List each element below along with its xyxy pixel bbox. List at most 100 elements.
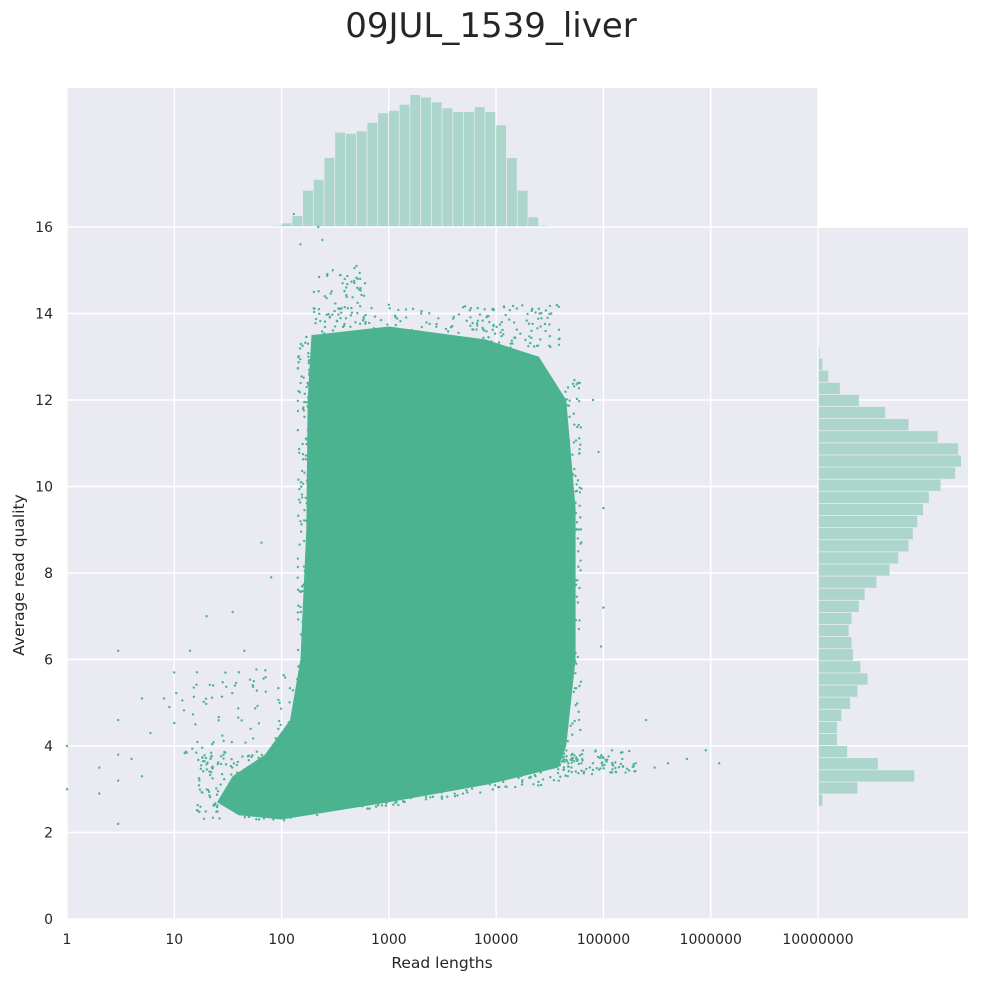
fringe-point [294, 735, 297, 739]
fringe-point [558, 580, 561, 583]
fringe-point [341, 325, 345, 329]
fringe-point [420, 325, 424, 329]
fringe-point [306, 756, 309, 760]
fringe-point [203, 760, 206, 763]
fringe-point [346, 274, 349, 278]
fringe-point [299, 738, 302, 742]
fringe-point [602, 756, 605, 759]
fringe-point [475, 328, 478, 331]
fringe-point [262, 776, 265, 779]
fringe-point [297, 478, 300, 481]
fringe-point [201, 791, 204, 794]
fringe-point [596, 755, 600, 759]
fringe-point [590, 772, 594, 776]
fringe-point [585, 767, 588, 771]
fringe-point [574, 474, 577, 478]
fringe-point [561, 759, 565, 762]
fringe-point [554, 698, 558, 702]
fringe-point [329, 292, 332, 295]
fringe-point [574, 687, 578, 690]
fringe-point [355, 341, 359, 345]
fringe-point [544, 329, 547, 333]
fringe-point [556, 588, 559, 592]
fringe-point [302, 757, 305, 760]
fringe-point [410, 338, 413, 342]
quality-histogram-bar [818, 770, 915, 782]
x-tick-label: 1 [63, 932, 72, 948]
fringe-point [572, 690, 576, 694]
fringe-point [345, 295, 348, 299]
fringe-point [507, 775, 510, 778]
fringe-point [243, 815, 247, 819]
fringe-point [429, 796, 432, 799]
fringe-point [305, 781, 308, 784]
fringe-point [496, 785, 500, 789]
fringe-point [304, 765, 307, 769]
fringe-point [564, 610, 567, 614]
fringe-point [247, 758, 251, 762]
fringe-point [419, 791, 422, 794]
fringe-point [556, 600, 559, 603]
quality-histogram-bar [818, 709, 842, 721]
fringe-point [435, 345, 438, 348]
fringe-point [548, 334, 552, 338]
fringe-point [392, 803, 395, 806]
fringe-point [575, 702, 579, 705]
fringe-point [398, 796, 401, 799]
fringe-point [346, 307, 349, 310]
fringe-point [311, 415, 315, 418]
quality-histogram-bar [818, 479, 941, 491]
fringe-point [555, 485, 559, 488]
outlier-point [162, 697, 166, 700]
fringe-point [306, 482, 309, 485]
fringe-point [313, 307, 316, 310]
fringe-point [354, 321, 357, 324]
fringe-point [196, 740, 199, 744]
fringe-point [484, 344, 488, 347]
fringe-point [564, 405, 567, 408]
fringe-point [299, 710, 302, 713]
fringe-point [319, 319, 322, 323]
fringe-point [559, 754, 563, 758]
fringe-point [338, 307, 341, 311]
fringe-point [224, 671, 227, 674]
x-tick-label: 100 [268, 932, 295, 948]
fringe-point [222, 739, 225, 743]
fringe-point [541, 778, 545, 781]
fringe-point [483, 308, 486, 311]
fringe-point [539, 338, 542, 341]
fringe-point [199, 805, 202, 809]
fringe-point [309, 480, 312, 483]
fringe-point [528, 335, 531, 338]
fringe-point [562, 768, 566, 771]
fringe-point [446, 330, 450, 333]
fringe-point [624, 771, 627, 774]
fringe-point [461, 305, 465, 309]
quality-histogram-bar [818, 721, 837, 734]
fringe-point [210, 766, 213, 769]
fringe-point [556, 468, 559, 471]
fringe-point [311, 523, 315, 527]
fringe-point [566, 739, 570, 743]
fringe-point [560, 583, 563, 586]
fringe-point [591, 762, 595, 765]
fringe-point [284, 780, 288, 784]
fringe-point [572, 441, 576, 444]
fringe-point [568, 399, 571, 402]
fringe-point [517, 776, 520, 780]
fringe-point [267, 773, 270, 777]
fringe-point [317, 290, 320, 293]
fringe-point [330, 290, 333, 293]
fringe-point [457, 778, 461, 782]
fringe-point [299, 358, 302, 361]
fringe-point [229, 792, 232, 796]
fringe-point [418, 334, 421, 337]
fringe-point [452, 317, 455, 320]
fringe-point [309, 578, 313, 581]
fringe-point [410, 328, 413, 332]
fringe-point [299, 342, 303, 346]
fringe-point [561, 682, 564, 685]
fringe-point [306, 608, 309, 612]
fringe-point [211, 743, 214, 746]
fringe-point [419, 793, 422, 796]
